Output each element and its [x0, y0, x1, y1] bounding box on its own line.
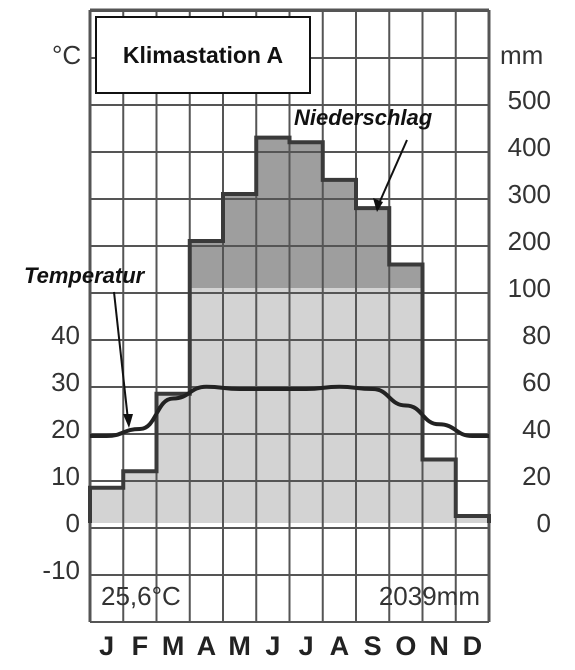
right-tick-label: 500	[508, 85, 551, 115]
precip-bar-humid	[90, 487, 124, 523]
precip-bar-humid	[356, 288, 390, 523]
station-title-box: Klimastation A	[95, 16, 311, 94]
month-label: O	[395, 631, 416, 661]
precip-bar-humid	[322, 288, 356, 523]
right-tick-label: 80	[522, 320, 551, 350]
left-tick-label: 30	[51, 367, 80, 397]
precip-bar-humid	[422, 459, 456, 523]
month-label: J	[299, 631, 314, 661]
left-tick-label: 20	[51, 414, 80, 444]
right-tick-label: 400	[508, 132, 551, 162]
precipitation-annotation: Niederschlag	[294, 105, 433, 130]
month-label: S	[364, 631, 382, 661]
right-tick-label: 40	[522, 414, 551, 444]
right-tick-label: 100	[508, 273, 551, 303]
month-label: J	[99, 631, 114, 661]
precip-bar-perhumid	[389, 264, 423, 288]
left-axis-unit: °C	[52, 40, 81, 70]
precip-bar-perhumid	[256, 137, 290, 288]
right-tick-label: 200	[508, 226, 551, 256]
chart-title: Klimastation A	[122, 41, 284, 68]
precip-bar-humid	[289, 288, 323, 523]
temperature-arrowhead	[123, 414, 133, 428]
precipitation-outline	[88, 135, 491, 523]
right-tick-label: 20	[522, 461, 551, 491]
month-label: F	[132, 631, 149, 661]
month-label: N	[429, 631, 449, 661]
precip-bar-humid	[223, 288, 257, 523]
left-tick-label: 40	[51, 320, 80, 350]
left-tick-label: 0	[66, 508, 80, 538]
left-tick-label: -10	[42, 555, 80, 585]
precip-bar-perhumid	[356, 208, 390, 288]
precipitation-arrowhead	[373, 198, 383, 212]
precip-bar-humid	[156, 393, 190, 523]
month-label: D	[463, 631, 483, 661]
precip-bar-perhumid	[322, 179, 356, 288]
temperature-annotation-arrow	[113, 291, 129, 421]
temperature-line	[90, 384, 489, 439]
precip-bar-humid	[123, 471, 157, 523]
precip-bar-perhumid	[189, 241, 223, 288]
temperature-annotation: Temperatur	[24, 263, 146, 288]
right-tick-label: 0	[537, 508, 551, 538]
precip-bar-humid	[189, 288, 223, 523]
annual-mean-temperature: 25,6°C	[101, 581, 181, 611]
left-tick-label: 10	[51, 461, 80, 491]
precipitation-annotation-arrow	[376, 139, 408, 209]
right-tick-label: 60	[522, 367, 551, 397]
precip-bar-perhumid	[223, 194, 257, 288]
month-label: A	[330, 631, 350, 661]
annual-precipitation: 2039mm	[379, 581, 480, 611]
month-label: M	[228, 631, 251, 661]
precip-bar-humid	[455, 515, 489, 523]
month-label: A	[197, 631, 217, 661]
right-tick-label: 300	[508, 179, 551, 209]
right-axis-unit: mm	[500, 40, 543, 70]
precip-bar-perhumid	[289, 142, 323, 288]
month-label: M	[162, 631, 185, 661]
month-label: J	[265, 631, 280, 661]
precip-bar-humid	[256, 288, 290, 523]
